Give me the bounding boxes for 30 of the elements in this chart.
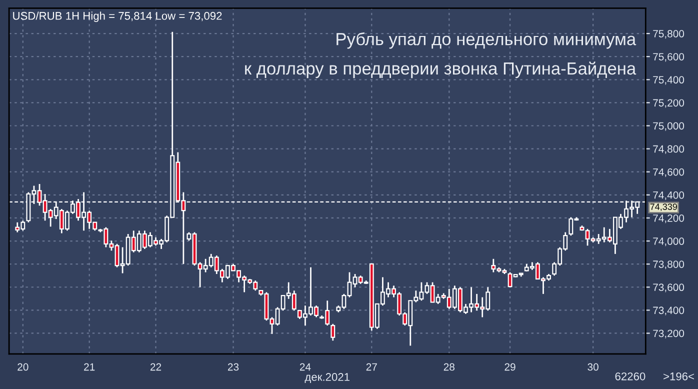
y-tick-label: 74,600 [653,168,684,177]
x-tick-label: 30 [588,363,598,371]
x-axis-title: дек.2021 [304,373,350,383]
x-tick-label: 28 [444,363,454,371]
x-tick-label: 20 [18,363,28,371]
x-tick-label: 22 [150,363,162,371]
x-tick-label: 29 [504,363,516,371]
text: >196< [664,372,694,380]
text: Рубль упал до недельного минимума к доллару в преддверии звонка Путина-Байдена [245,32,636,78]
chart-subtitle: USD/RUB 1H High = 75,814 Low = 73,092 [13,12,222,22]
y-tick-label: 73,400 [653,306,684,316]
y-tick-label: 75,800 [653,30,684,39]
y-tick-label: 74,800 [653,145,684,154]
y-tick-label: 75,400 [653,76,684,85]
y-tick-label: 73,200 [653,330,684,338]
candlestick [330,323,336,342]
text: 62260 [615,372,646,380]
y-tick-label: 75,600 [653,53,684,62]
x-tick-label: 23 [228,363,239,371]
x-tick-label: 21 [84,363,95,371]
y-tick-label: 74,400 [653,191,684,200]
y-tick-label: 75,000 [653,122,684,131]
y-tick-label: 75,200 [653,99,684,108]
x-tick-label: 27 [366,363,377,371]
y-tick-label: 74,000 [653,238,684,246]
x-tick-label: 24 [300,363,311,371]
y-tick-label: 73,800 [653,260,684,270]
y-tick-label: 73,600 [653,284,684,292]
ref-line-label: 74,339 [650,204,677,212]
y-tick-label: 74,200 [653,214,684,224]
